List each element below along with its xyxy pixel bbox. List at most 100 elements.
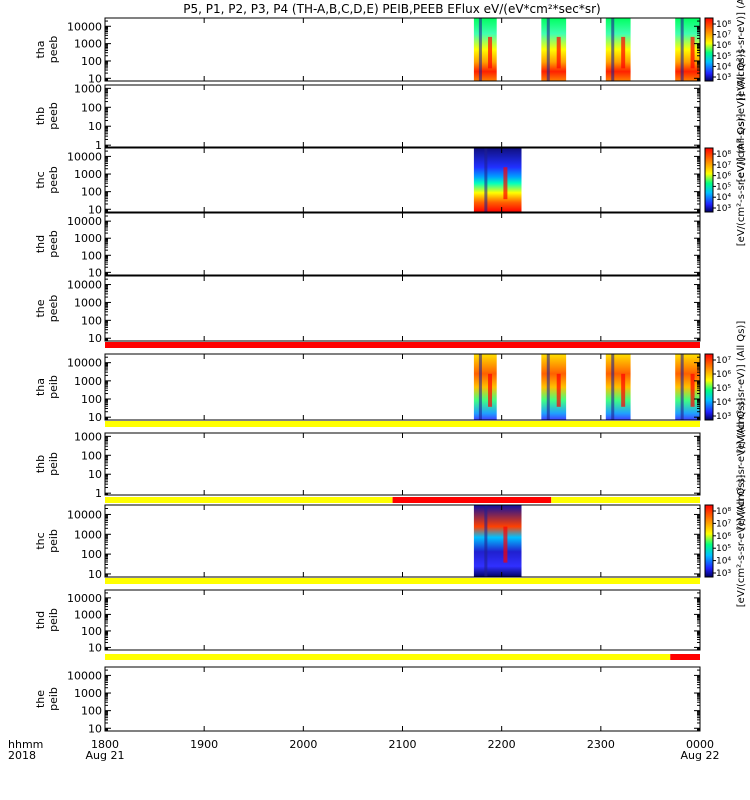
y-tick-label: 100: [81, 449, 102, 462]
y-axis-label: thb: [34, 107, 47, 125]
spectrogram-stripe: [503, 526, 508, 563]
colorbar-unit: [eV/(cm²-s-sr-eV)] (A: [736, 0, 747, 101]
y-axis-label: thb: [34, 455, 47, 473]
x-tick-label: 0000: [686, 738, 714, 751]
time-axis-row-label: hhmm: [8, 738, 43, 751]
x-tick-label: 1800: [91, 738, 119, 751]
spectrogram-block: [473, 505, 522, 577]
spectrogram-stripe: [478, 354, 482, 420]
y-tick-label: 100: [81, 249, 102, 262]
spectrogram-stripe: [621, 373, 626, 407]
y-tick-label: 10000: [67, 20, 102, 33]
spectrogram-stripe: [503, 167, 508, 200]
colorbar-label: 10⁴: [716, 557, 731, 567]
spectrogram-stripe: [546, 354, 550, 420]
y-tick-label: 1000: [74, 82, 102, 95]
y-tick-label: 1000: [74, 608, 102, 621]
spectrogram-stripe: [690, 373, 695, 407]
colorbar-label: 10³: [716, 569, 731, 579]
y-tick-label: 10000: [67, 279, 102, 292]
x-tick-label: 2200: [488, 738, 516, 751]
y-axis-label: peeb: [47, 102, 60, 130]
colorbar: 10⁷ 10⁶ 10⁵ 10⁴ 10³ [eV/(cm²-s-sr-eV)] (All Q…: [704, 321, 747, 453]
y-tick-label: 100: [81, 705, 102, 718]
y-axis-label: tha: [34, 378, 47, 396]
y-axis-label: peeb: [47, 166, 60, 194]
y-axis-label: thd: [34, 235, 47, 253]
y-tick-label: 10: [88, 332, 102, 345]
status-bar-segment: [392, 497, 552, 503]
panel-thb-peeb: 1000 100 10 1 thb peeb: [34, 82, 701, 152]
y-tick-label: 1000: [74, 687, 102, 700]
panel-the-peib: 10000 1000 100 10 the peib: [34, 654, 701, 735]
panel-thc-peeb: 10000 1000 100 10 thc peeb: [34, 147, 701, 216]
status-bar-segment: [551, 497, 700, 503]
x-tick-date-label: Aug 21: [86, 749, 125, 762]
y-tick-label: 10: [88, 568, 102, 581]
colorbar-label: 10⁷: [716, 31, 731, 41]
colorbar: [eV/(cm²-s-sr-eV)] (All Qs)]: [736, 50, 747, 183]
y-axis-label: tha: [34, 40, 47, 58]
y-axis-label: peib: [47, 452, 60, 476]
spectrogram-block: [675, 18, 700, 81]
panel-frame: [104, 432, 701, 496]
spectrogram-stripe: [484, 148, 488, 212]
y-tick-label: 1000: [74, 430, 102, 443]
y-tick-label: 10000: [67, 215, 102, 228]
colorbar-strip: [704, 17, 714, 82]
spectrogram-stripe: [690, 36, 695, 69]
colorbar-label: 10⁶: [716, 532, 731, 542]
y-tick-label: 100: [81, 55, 102, 68]
y-axis-label: peeb: [47, 36, 60, 64]
colorbar-label: 10⁵: [716, 384, 731, 394]
colorbar-label: 10⁸: [716, 20, 731, 30]
y-tick-label: 1000: [74, 168, 102, 181]
y-axis-label: the: [34, 299, 47, 317]
y-tick-label: 100: [81, 548, 102, 561]
colorbar-unit: [eV/(cm²-s-sr-eV)] (All Qs)]: [736, 114, 747, 247]
y-tick-label: 1000: [74, 38, 102, 51]
colorbar-strip: [704, 504, 714, 578]
y-tick-label: 1: [95, 487, 102, 500]
y-axis-label: peib: [47, 375, 60, 399]
x-tick-date-label: Aug 22: [681, 749, 720, 762]
spectrogram-stripe: [556, 373, 561, 407]
panel-tha-peeb: 10000 1000 100 10 tha peeb: [34, 17, 701, 85]
spectrogram-stripe: [484, 505, 488, 577]
colorbar-label: 10⁴: [716, 193, 731, 203]
spectrogram-stripe: [488, 36, 493, 69]
y-tick-label: 10: [88, 203, 102, 216]
colorbar-unit: [eV/(cm²-s-sr-eV)] (All Qs)]: [736, 50, 747, 183]
spectrogram-stripe: [556, 36, 561, 69]
status-bar-segment: [105, 421, 700, 427]
y-tick-label: 10: [88, 468, 102, 481]
y-tick-label: 10: [88, 266, 102, 279]
colorbar-label: 10⁵: [716, 544, 731, 554]
y-tick-label: 1000: [74, 296, 102, 309]
spectrogram-stripe: [611, 354, 615, 420]
spectrogram-block: [605, 18, 631, 81]
x-tick-label: 2000: [289, 738, 317, 751]
panel-thc-peib: 10000 1000 100 10 thc peib: [34, 497, 701, 581]
y-tick-label: 100: [81, 393, 102, 406]
y-tick-label: 100: [81, 101, 102, 114]
y-tick-label: 10000: [67, 669, 102, 682]
spectrogram-stripe: [488, 373, 493, 407]
spectrogram-stripe: [680, 18, 684, 81]
panel-the-peeb: 10000 1000 100 10 the peeb: [34, 275, 701, 345]
status-bar-segment: [670, 654, 700, 660]
panel-frame: [104, 666, 701, 732]
colorbar-strip: [704, 353, 714, 421]
colorbar-unit: [eV/(cm²-s-sr-eV)] (All Qs)]: [736, 398, 747, 531]
panel-frame: [104, 212, 701, 276]
colorbar-label: 10³: [716, 412, 731, 422]
spectrogram-block: [473, 148, 522, 212]
x-tick-label: 2100: [389, 738, 417, 751]
y-tick-label: 100: [81, 186, 102, 199]
colorbar-label: 10⁷: [716, 356, 731, 366]
y-tick-label: 1: [95, 139, 102, 152]
spectrogram-stripe: [546, 18, 550, 81]
y-tick-label: 10: [88, 722, 102, 735]
